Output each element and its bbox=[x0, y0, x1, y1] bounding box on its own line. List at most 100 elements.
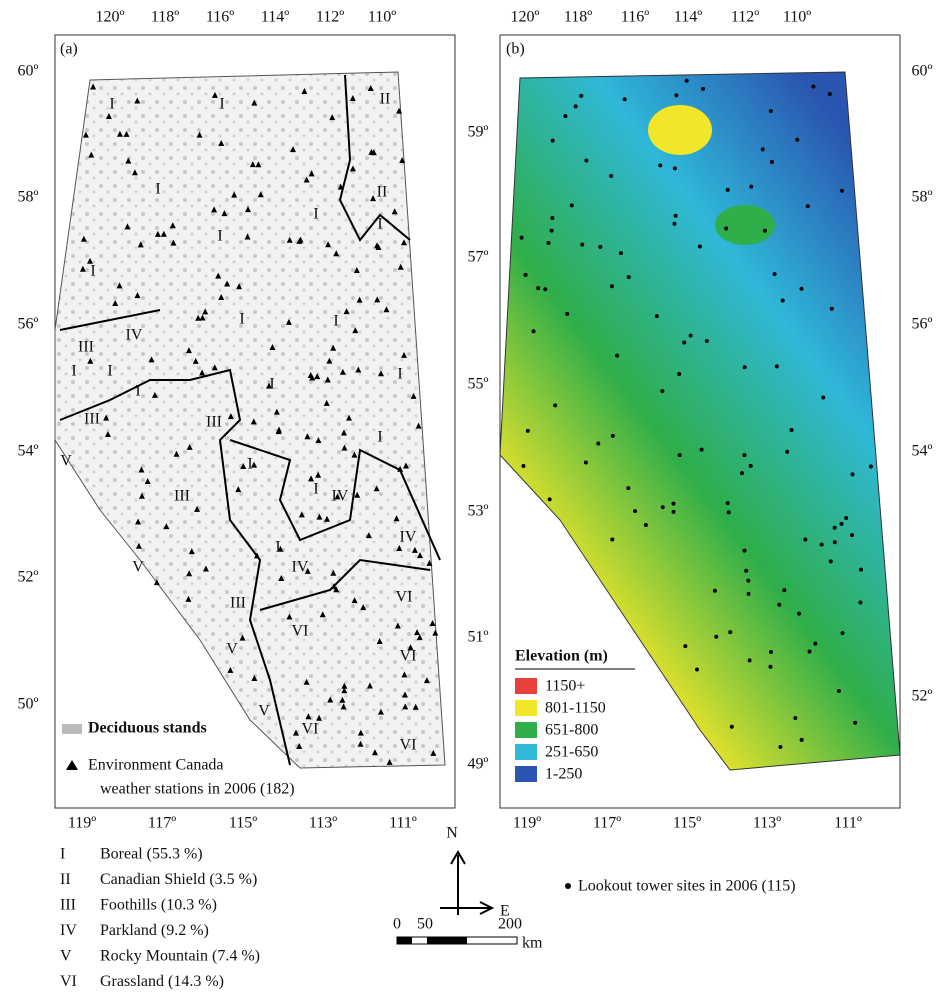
station bbox=[323, 399, 330, 406]
station bbox=[218, 140, 225, 147]
tower bbox=[728, 630, 733, 635]
compass-label: E bbox=[500, 903, 510, 920]
tower bbox=[677, 372, 682, 377]
region-label: I bbox=[377, 216, 382, 233]
tower bbox=[746, 578, 751, 583]
station bbox=[377, 370, 384, 377]
station bbox=[112, 299, 119, 306]
station bbox=[253, 552, 260, 559]
tower bbox=[828, 559, 833, 564]
highland bbox=[648, 105, 712, 155]
region-label: I bbox=[313, 481, 318, 498]
tower bbox=[569, 203, 574, 208]
station bbox=[285, 318, 292, 325]
station bbox=[82, 131, 89, 138]
tower bbox=[777, 602, 782, 607]
compass-label: N bbox=[446, 825, 458, 842]
tower bbox=[654, 314, 659, 319]
scale-label: 0 bbox=[393, 916, 401, 933]
tower bbox=[769, 159, 774, 164]
station bbox=[319, 611, 326, 618]
legend-swatch bbox=[515, 722, 537, 738]
station bbox=[301, 87, 308, 94]
station bbox=[116, 282, 123, 289]
tower bbox=[543, 287, 548, 292]
station bbox=[273, 408, 280, 415]
axis-label: 56º bbox=[912, 316, 933, 333]
station bbox=[397, 263, 404, 270]
tower bbox=[832, 525, 837, 530]
panel-label: (a) bbox=[60, 41, 78, 58]
station bbox=[304, 567, 311, 574]
tower bbox=[683, 644, 688, 649]
station bbox=[401, 691, 408, 698]
station bbox=[224, 280, 231, 287]
tower bbox=[744, 568, 749, 573]
station bbox=[430, 749, 437, 756]
station bbox=[340, 703, 347, 710]
station bbox=[370, 195, 377, 202]
station bbox=[151, 391, 158, 398]
tower bbox=[789, 427, 794, 432]
station bbox=[278, 575, 285, 582]
axis-label: 116º bbox=[206, 9, 234, 26]
axis-label: 56º bbox=[18, 316, 39, 333]
station bbox=[251, 99, 258, 106]
region-label: IV bbox=[126, 327, 143, 344]
station bbox=[329, 114, 336, 121]
station bbox=[351, 597, 358, 604]
tower bbox=[695, 667, 700, 672]
station bbox=[394, 622, 401, 629]
tower bbox=[549, 228, 554, 233]
station bbox=[316, 513, 323, 520]
region-label: I bbox=[135, 383, 140, 400]
station bbox=[346, 414, 353, 421]
tower bbox=[714, 634, 719, 639]
tower bbox=[626, 486, 631, 491]
tower-symbol bbox=[565, 883, 571, 889]
axis-label: 112º bbox=[731, 9, 759, 26]
station bbox=[396, 544, 403, 551]
region-label: V bbox=[132, 559, 144, 576]
station bbox=[325, 241, 332, 248]
tower bbox=[536, 286, 541, 291]
station bbox=[355, 366, 362, 373]
tower bbox=[850, 533, 855, 538]
tower bbox=[850, 472, 855, 477]
axis-label: 115º bbox=[673, 815, 701, 832]
axis-label: 54º bbox=[18, 443, 39, 460]
axis-label: 60º bbox=[18, 63, 39, 80]
tower bbox=[610, 537, 615, 542]
axis-label: 50º bbox=[18, 696, 39, 713]
legend-swatch bbox=[515, 766, 537, 782]
station bbox=[131, 169, 138, 176]
station bbox=[349, 94, 356, 101]
axis-label: 59º bbox=[468, 124, 489, 141]
region-label: IV bbox=[332, 488, 349, 505]
tower bbox=[772, 272, 777, 277]
station bbox=[429, 620, 436, 627]
region-label: VI bbox=[400, 737, 417, 754]
station bbox=[386, 758, 393, 765]
tower bbox=[521, 463, 526, 468]
station bbox=[415, 422, 422, 429]
station bbox=[330, 569, 337, 576]
region-label: III bbox=[206, 414, 222, 431]
axis-label: 51º bbox=[468, 629, 489, 646]
station bbox=[399, 156, 406, 163]
axis-label: 114º bbox=[261, 9, 289, 26]
station bbox=[353, 267, 360, 274]
axis-label: 117º bbox=[593, 815, 621, 832]
tower bbox=[547, 497, 552, 502]
station bbox=[374, 296, 381, 303]
station bbox=[352, 327, 359, 334]
region-label: I bbox=[269, 376, 274, 393]
station bbox=[357, 740, 364, 747]
tower bbox=[795, 137, 800, 142]
station bbox=[135, 542, 142, 549]
station bbox=[341, 687, 348, 694]
station bbox=[250, 418, 257, 425]
station bbox=[236, 283, 243, 290]
tower bbox=[550, 215, 555, 220]
station bbox=[333, 586, 340, 593]
